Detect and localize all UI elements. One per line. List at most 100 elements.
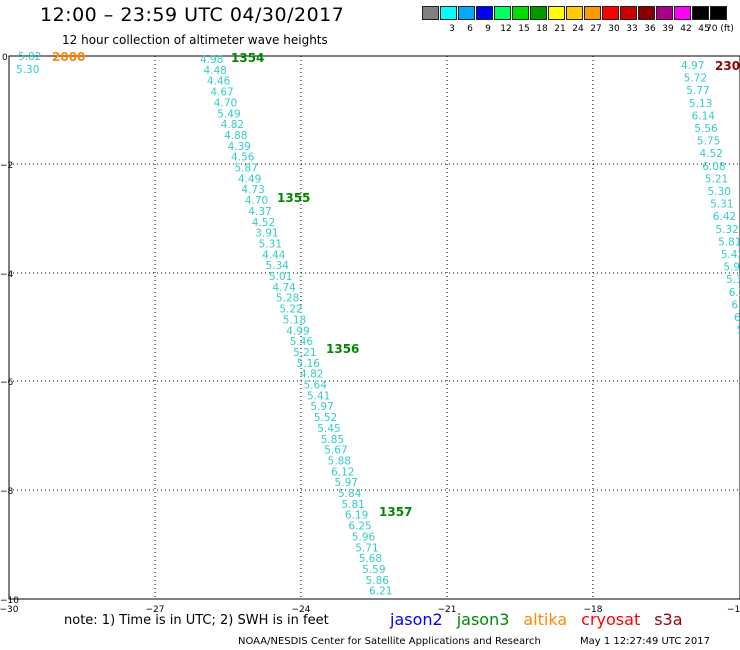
legend-swatch [566,6,583,20]
legend-swatch [620,6,637,20]
pass-time-label: 1356 [326,342,359,356]
lat-tick-label: −6 [0,378,14,388]
legend-swatch [656,6,673,20]
legend-unit: 70 (ft) [706,24,734,34]
swh-value: 4.52 [252,217,275,229]
lon-tick-label: −18 [584,605,603,615]
lat-tick-label: −2 [0,161,13,171]
legend-swatch [476,6,493,20]
swh-value: 5.30 [708,186,731,198]
swh-value: 5.30 [16,64,39,76]
legend-swatch [440,6,457,20]
swh-value: 5.85 [321,434,344,446]
legend-swatch [674,6,691,20]
swh-value: 5.01 [269,271,292,283]
satellite-name-jason2: jason2 [390,610,443,629]
swh-value: 5.34 [266,260,290,272]
swh-value: 5.41 [307,390,330,402]
swh-value: 5.43 [721,249,740,261]
legend-label: 27 [590,24,602,34]
swh-value: 5.52 [314,412,337,424]
legend-swatch [584,6,601,20]
swh-value: 6.21 [369,586,392,598]
swh-value: 4.49 [238,173,261,185]
legend-label: 42 [680,24,692,34]
swh-value: 4.39 [228,141,251,153]
legend-label: 3 [449,24,455,34]
pass-time-label: 1357 [379,505,412,519]
legend-swatch [638,6,655,20]
legend-swatch [548,6,565,20]
swh-value: 5.56 [694,123,718,135]
pass-time-label: 230 [715,59,740,73]
swh-value: 6.2 [729,287,740,299]
legend-swatch [422,6,439,20]
swh-value: 6.25 [348,521,371,533]
swh-value: 5.88 [328,455,351,467]
map-frame [8,55,740,600]
legend-label: 9 [485,24,491,34]
swh-value: 6.08 [702,161,725,173]
swh-value: 5.22 [279,304,302,316]
swh-value: 5 [737,325,740,337]
swh-value: 5.67 [324,445,347,457]
swh-value: 6.12 [331,466,354,478]
legend-swatch [530,6,547,20]
lat-tick-label: −8 [0,487,14,497]
swh-value: 5.97 [335,477,358,489]
legend-swatch [494,6,511,20]
pass-time-label: 1355 [277,191,310,205]
legend-swatch [710,6,727,20]
swh-value: 5.46 [290,336,314,348]
swh-value: 4.56 [231,152,255,164]
swh-value: 5.31 [259,238,282,250]
legend-label: 15 [518,24,530,34]
swh-value: 5.3 [726,274,740,286]
lon-tick-label: −21 [438,605,457,615]
legend-label: 39 [662,24,674,34]
swh-value: 5.28 [276,293,299,305]
swh-value: 4.70 [214,97,237,109]
satellite-name-altika: altika [523,610,568,629]
legend-label: 18 [536,24,548,34]
legend-swatch [602,6,619,20]
lat-tick-label: 0 [2,53,8,63]
map-subtitle: 12 hour collection of altimeter wave hei… [62,33,328,47]
legend-swatch [692,6,709,20]
swh-value: 5.16 [297,358,321,370]
swh-value: 4.46 [207,76,231,88]
legend-label: 33 [626,24,638,34]
swh-value: 4.88 [224,130,247,142]
swh-value: 5.86 [366,575,390,587]
swh-value: 5.13 [689,98,712,110]
satellite-name-jason3: jason3 [456,610,510,629]
swh-value: 4.73 [241,184,264,196]
swh-value: 5.71 [355,542,378,554]
lat-tick-label: −4 [0,270,14,280]
footer-note: note: 1) Time is in UTC; 2) SWH is in fe… [64,613,329,628]
swh-value: 5.31 [710,199,733,211]
legend-swatch [458,6,475,20]
swh-value: 6.14 [692,110,716,122]
legend-swatch [512,6,529,20]
swh-value: 4.82 [221,119,244,131]
lon-tick-label: −27 [146,605,165,615]
legend-label: 6 [467,24,473,34]
swh-value: 4.52 [700,148,723,160]
swh-value: 4.70 [245,195,268,207]
satellite-name-cryosat: cryosat [581,610,641,629]
swh-value: 5.96 [352,531,376,543]
swh-value: 4.97 [681,60,704,72]
pass-time-label: 2000 [52,50,85,64]
pass-time-label: 1354 [231,51,264,65]
swh-value: 6 [734,312,740,324]
swh-value: 5.82 [18,51,41,63]
swh-value: 5.87 [235,163,258,175]
swh-value: 4.48 [203,65,226,77]
lon-tick-label: −30 [0,605,19,615]
swh-value: 5.84 [338,488,362,500]
swh-value: 5.59 [362,564,385,576]
legend-label: 36 [644,24,656,34]
credit-line: NOAA/NESDIS Center for Satellite Applica… [238,636,541,647]
swh-value: 5.72 [684,73,707,85]
